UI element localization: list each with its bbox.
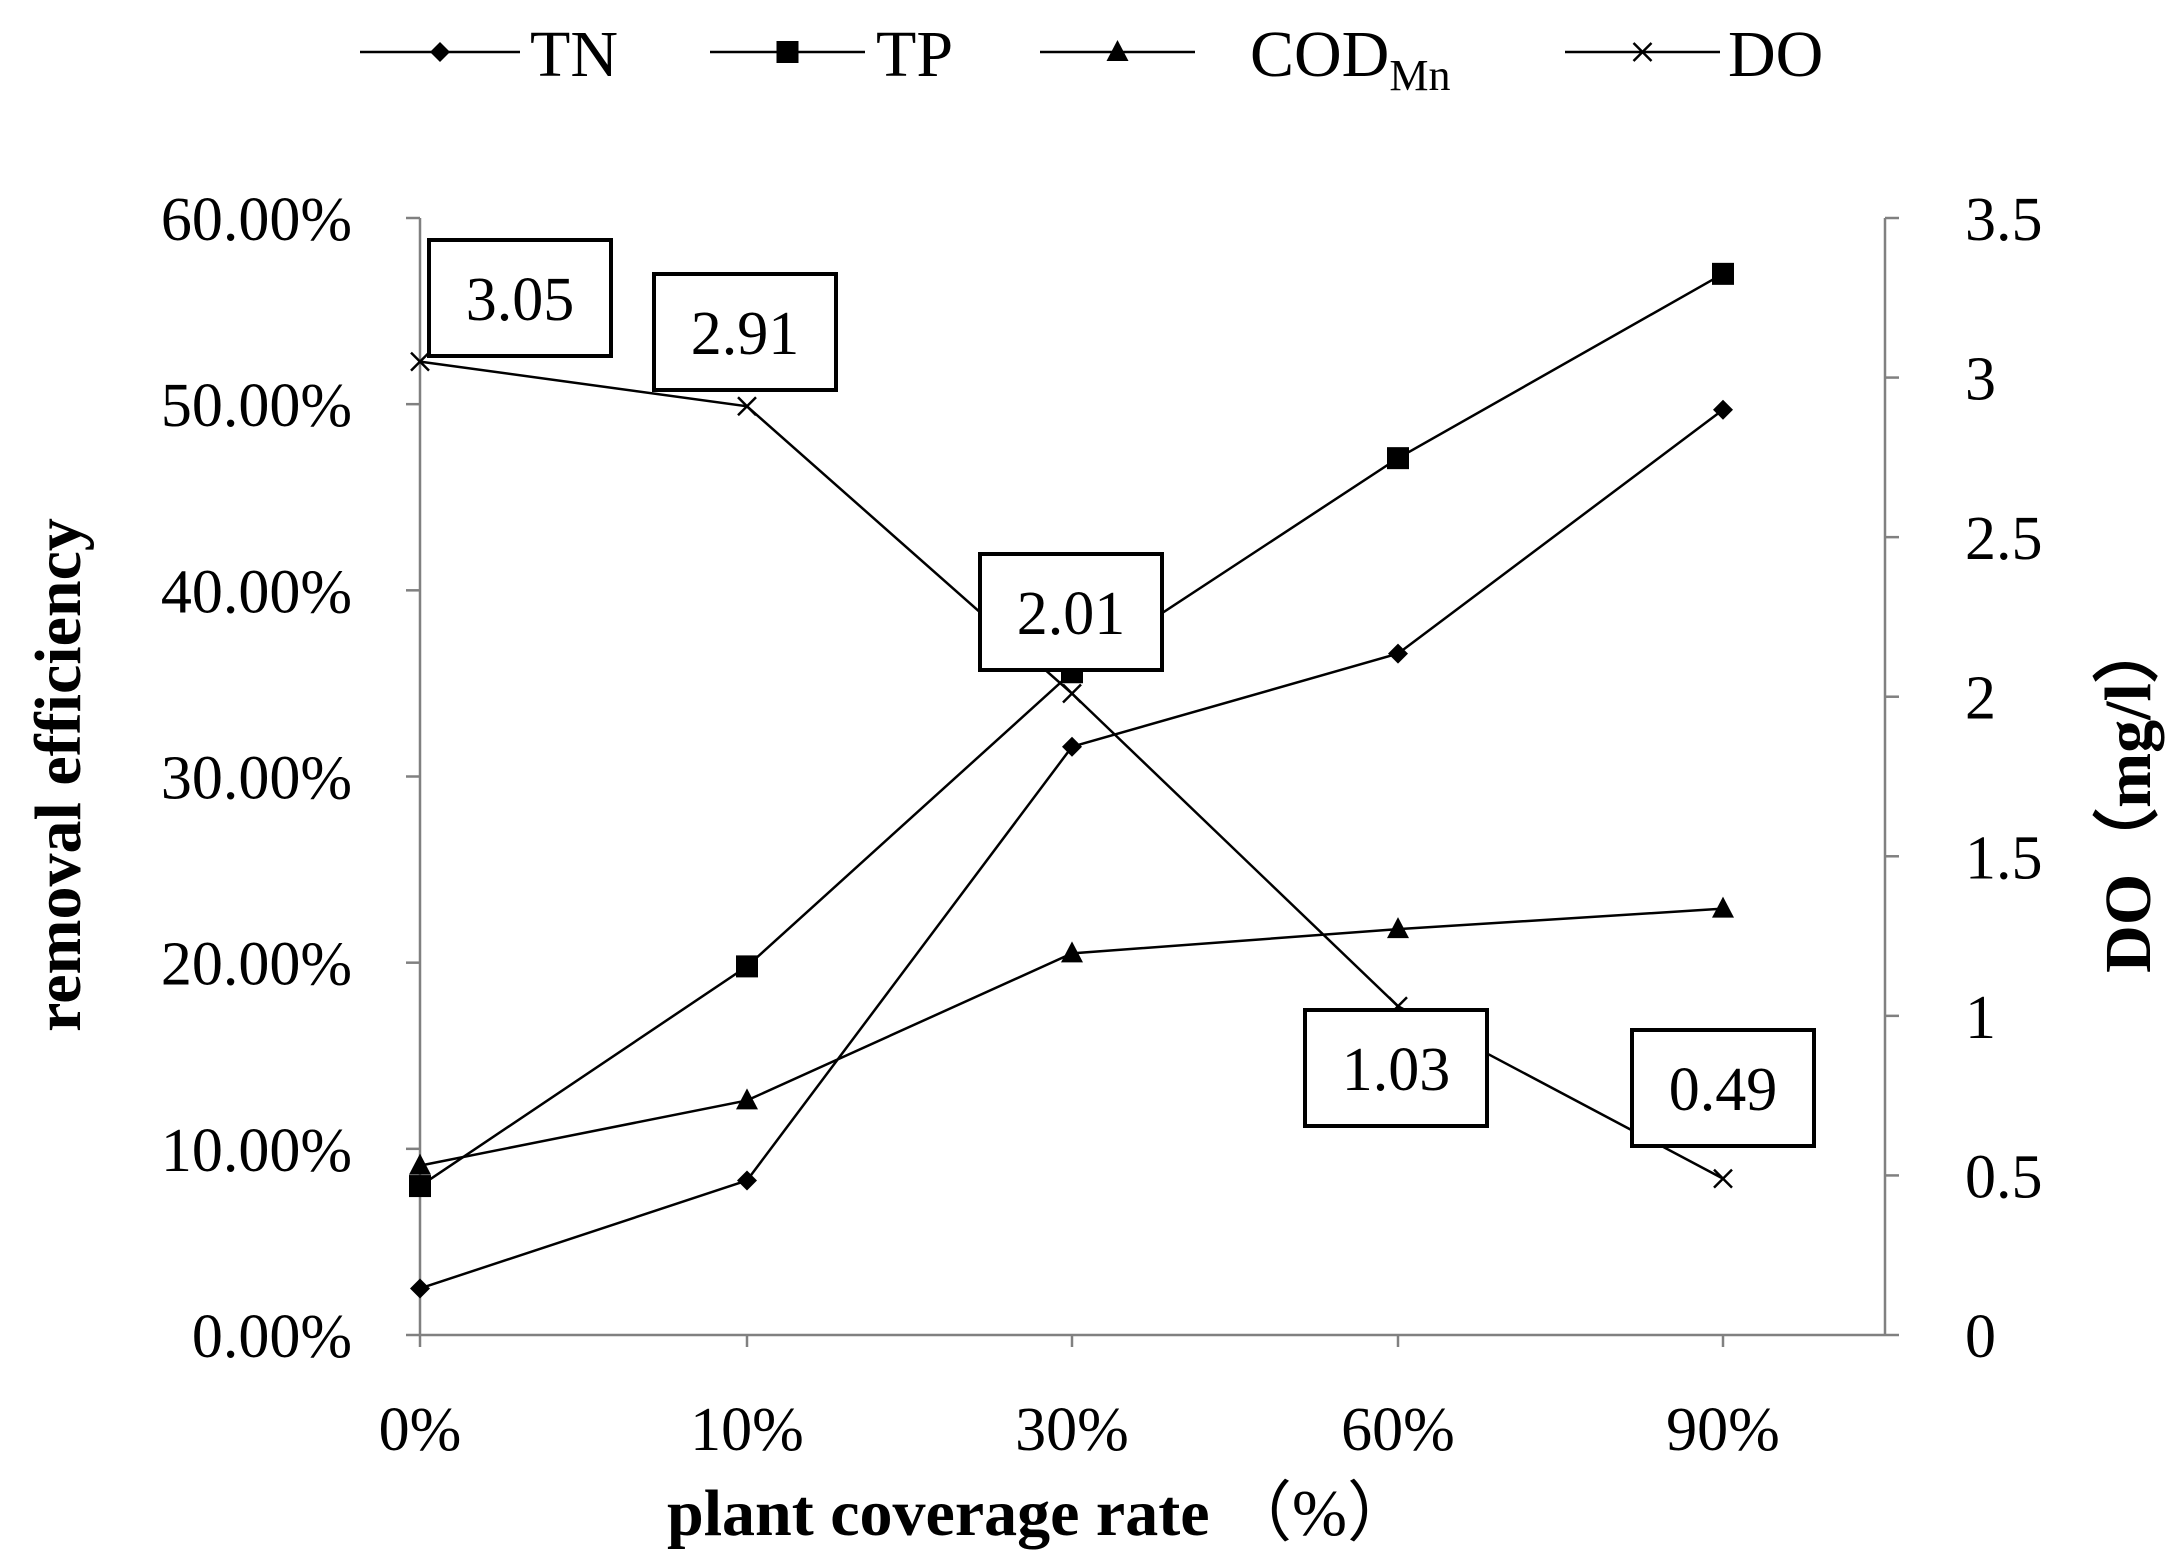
right-y-ticks: 0 0.5 1 1.5 2 2.5 3 3.5: [1885, 186, 2043, 1371]
data-point-cod: [1712, 896, 1734, 918]
left-y-tick-label: 40.00%: [161, 558, 352, 626]
series-cod: [409, 896, 1734, 1175]
data-point-do: [1713, 1168, 1733, 1189]
data-point-cod: [1061, 941, 1083, 963]
x-axis-title-unit: （%）: [1226, 1477, 1413, 1550]
x-axis-title-main: plant coverage rate: [667, 1477, 1209, 1550]
right-y-tick-label: 3.5: [1965, 186, 2043, 254]
series-line-tn: [419, 408, 1724, 1290]
do-value-box: [1630, 1028, 1816, 1148]
legend-marker: [1632, 42, 1653, 62]
legend-label: CODMn: [1250, 18, 1450, 100]
data-point-cod: [409, 1153, 431, 1175]
do-value-text: 1.03: [1342, 1036, 1451, 1104]
data-point-tp: [1712, 262, 1734, 285]
do-value-label: 0.49: [1630, 1028, 1816, 1148]
data-point-do: [410, 351, 430, 372]
series-tp: [409, 262, 1734, 1198]
legend-item-do: DO: [1565, 18, 1823, 91]
right-y-tick-label: 0: [1965, 1303, 1996, 1371]
data-point-tp: [1387, 447, 1409, 470]
axes: [418, 218, 1887, 1337]
do-annotations: 3.05 2.91 2.01 1.03 0.49: [427, 238, 1816, 1148]
y-axis-title: removal efficiency: [22, 518, 95, 1032]
right-y-tick-label: 0.5: [1965, 1143, 2043, 1211]
do-value-box: [427, 238, 613, 358]
right-y-tick-label: 3: [1965, 346, 1996, 414]
do-value-text: 0.49: [1669, 1056, 1778, 1124]
data-point-tn: [737, 1170, 757, 1191]
legend-marker: [1106, 40, 1129, 61]
left-y-tick-label: 10.00%: [161, 1117, 352, 1185]
left-y-ticks: 0.00% 10.00% 20.00% 30.00% 40.00% 50.00% 60.00…: [161, 186, 420, 1371]
series-tn: [410, 399, 1733, 1299]
data-point-tn: [410, 1278, 430, 1299]
series-layer: [409, 262, 1734, 1299]
y2-axis-title: DO（mg/l）: [2091, 617, 2165, 973]
data-point-do: [1062, 683, 1082, 704]
right-y-tick-label: 2: [1965, 665, 1996, 733]
legend-marker: [430, 42, 450, 62]
data-point-cod: [736, 1088, 758, 1110]
legend-marker: [776, 41, 799, 63]
do-value-text: 2.01: [1017, 580, 1126, 648]
data-point-cod: [1387, 917, 1409, 939]
do-value-label: 2.01: [978, 552, 1164, 672]
data-point-tn: [1713, 399, 1733, 420]
left-y-tick-label: 60.00%: [161, 186, 352, 254]
legend-item-cod: CODMn: [1040, 18, 1450, 100]
data-point-tp: [409, 1175, 431, 1198]
x-tick-label: 10%: [690, 1396, 804, 1464]
x-tick-label: 0%: [379, 1396, 462, 1464]
right-y-tick-label: 1: [1965, 984, 1996, 1052]
x-tick-label: 30%: [1015, 1396, 1129, 1464]
legend: TN TP CODMn DO: [360, 18, 1823, 100]
do-value-box: [1303, 1008, 1489, 1128]
left-y-tick-label: 20.00%: [161, 931, 352, 999]
left-y-tick-label: 0.00%: [192, 1303, 352, 1371]
x-axis-title: plant coverage rate （%）: [667, 1477, 1413, 1550]
legend-item-tn: TN: [360, 18, 618, 91]
do-value-label: 1.03: [1303, 1008, 1489, 1128]
legend-item-tp: TP: [710, 18, 953, 91]
series-line-tp: [419, 272, 1724, 1188]
do-value-label: 3.05: [427, 238, 613, 358]
right-y-tick-label: 2.5: [1965, 505, 2043, 573]
do-value-text: 2.91: [691, 300, 800, 368]
series-do: [410, 351, 1733, 1189]
data-point-tn: [1062, 736, 1082, 757]
x-tick-label: 60%: [1341, 1396, 1455, 1464]
legend-label: TN: [530, 18, 618, 91]
data-point-do: [737, 396, 757, 417]
x-ticks: 0% 10% 30% 60% 90%: [379, 1335, 1780, 1464]
left-y-tick-label: 50.00%: [161, 372, 352, 440]
legend-label: TP: [876, 18, 953, 91]
right-y-tick-label: 1.5: [1965, 824, 2043, 892]
x-tick-label: 90%: [1666, 1396, 1780, 1464]
do-value-box: [978, 552, 1164, 672]
do-value-box: [652, 272, 838, 392]
do-value-text: 3.05: [466, 266, 575, 334]
legend-label: DO: [1728, 18, 1823, 91]
data-point-tp: [736, 955, 758, 978]
left-y-tick-label: 30.00%: [161, 745, 352, 813]
do-value-label: 2.91: [652, 272, 838, 392]
data-point-tn: [1388, 643, 1408, 664]
